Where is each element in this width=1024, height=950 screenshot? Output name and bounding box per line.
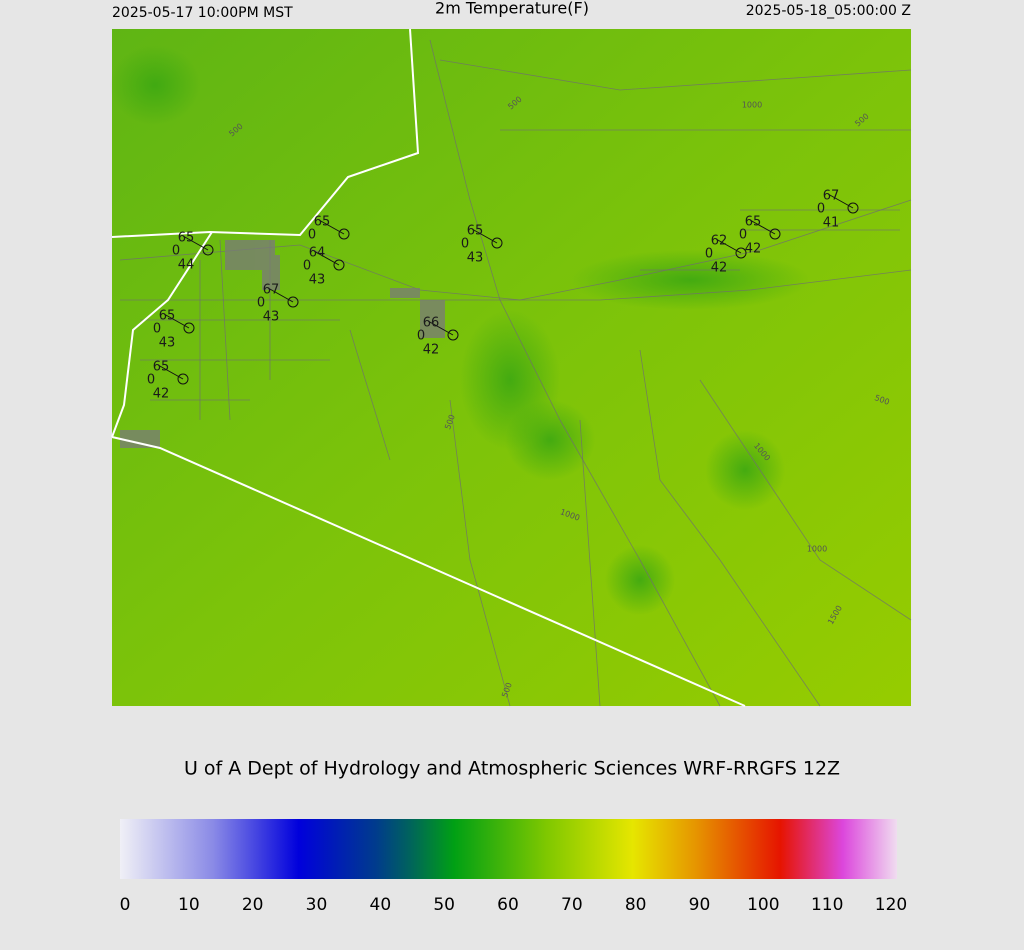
colorbar (120, 819, 897, 879)
shade (570, 250, 810, 310)
colorbar-tick-label: 110 (811, 895, 843, 915)
colorbar-tick-label: 90 (689, 895, 711, 915)
station-circle (491, 237, 503, 249)
station-circle (735, 247, 747, 259)
cloud-cover: 0 (147, 373, 155, 388)
temperature: 67 (823, 189, 840, 204)
temperature: 67 (263, 283, 280, 298)
station-plot: 650 (308, 215, 350, 243)
colorbar-tick-label: 80 (625, 895, 647, 915)
cloud-cover: 0 (705, 247, 713, 262)
temperature: 64 (309, 246, 326, 261)
dewpoint: 43 (309, 273, 326, 288)
wind-barb (267, 287, 294, 303)
dewpoint: 42 (711, 261, 728, 276)
wind-barb (313, 250, 340, 266)
dewpoint: 42 (745, 242, 762, 257)
station-circle (183, 322, 195, 334)
dewpoint: 42 (153, 387, 170, 402)
station-circle (338, 228, 350, 240)
cloud-cover: 0 (303, 259, 311, 274)
contour-label: 1000 (742, 101, 762, 110)
wind-barb (182, 235, 209, 251)
wind-barb (471, 228, 498, 244)
colorbar-tick-label: 100 (747, 895, 779, 915)
shade (505, 400, 595, 480)
cloud-cover: 0 (257, 296, 265, 311)
state-border (111, 28, 420, 238)
state-border (111, 231, 213, 438)
cloud-cover: 0 (817, 202, 825, 217)
valid-local: 2025-05-17 10:00PM MST (112, 5, 293, 21)
wind-barb (318, 219, 345, 235)
colorbar-tick-label: 120 (875, 895, 907, 915)
valid-utc: 2025-05-18_05:00:00 Z (746, 3, 911, 19)
map-title: 2m Temperature(F) (435, 0, 589, 18)
country-border (111, 436, 746, 707)
station-circle (202, 244, 214, 256)
station-circle (333, 259, 345, 271)
dewpoint: 44 (178, 258, 195, 273)
colorbar-tick-label: 70 (561, 895, 583, 915)
station-circle (847, 202, 859, 214)
cloud-cover: 0 (172, 244, 180, 259)
shade (110, 45, 200, 125)
shade (705, 430, 785, 510)
dewpoint: 43 (263, 310, 280, 325)
cloud-cover: 0 (153, 322, 161, 337)
temperature: 65 (467, 224, 484, 239)
wind-barb (715, 238, 742, 254)
temperature: 65 (153, 360, 170, 375)
temperature: 65 (314, 215, 331, 230)
cloud-cover: 0 (461, 237, 469, 252)
station-circle (287, 296, 299, 308)
cloud-cover: 0 (739, 228, 747, 243)
dewpoint: 41 (823, 216, 840, 231)
colorbar-tick-label: 50 (433, 895, 455, 915)
wind-barb (827, 193, 854, 209)
credit: U of A Dept of Hydrology and Atmospheric… (184, 758, 840, 780)
colorbar-tick-label: 40 (370, 895, 392, 915)
station-circle (447, 329, 459, 341)
contour-label: 1000 (807, 545, 827, 554)
cloud-cover: 0 (308, 228, 316, 243)
colorbar-tick-label: 0 (120, 895, 131, 915)
dewpoint: 43 (159, 336, 176, 351)
wind-barb (427, 320, 454, 336)
colorbar-tick-label: 10 (178, 895, 200, 915)
wind-barb (157, 364, 184, 380)
station-circle (769, 228, 781, 240)
temperature: 62 (711, 234, 728, 249)
city-grid (120, 240, 445, 448)
colorbar-tick-label: 20 (242, 895, 264, 915)
colorbar-tick-label: 30 (306, 895, 328, 915)
cloud-cover: 0 (417, 329, 425, 344)
wind-barb (749, 219, 776, 235)
wind-barb (163, 313, 190, 329)
temperature: 65 (745, 215, 762, 230)
shade (605, 545, 675, 615)
colorbar-tick-label: 60 (497, 895, 519, 915)
temperature: 65 (159, 309, 176, 324)
dewpoint: 43 (467, 251, 484, 266)
temperature: 65 (178, 231, 195, 246)
dewpoint: 42 (423, 343, 440, 358)
station-circle (177, 373, 189, 385)
temperature: 66 (423, 316, 440, 331)
